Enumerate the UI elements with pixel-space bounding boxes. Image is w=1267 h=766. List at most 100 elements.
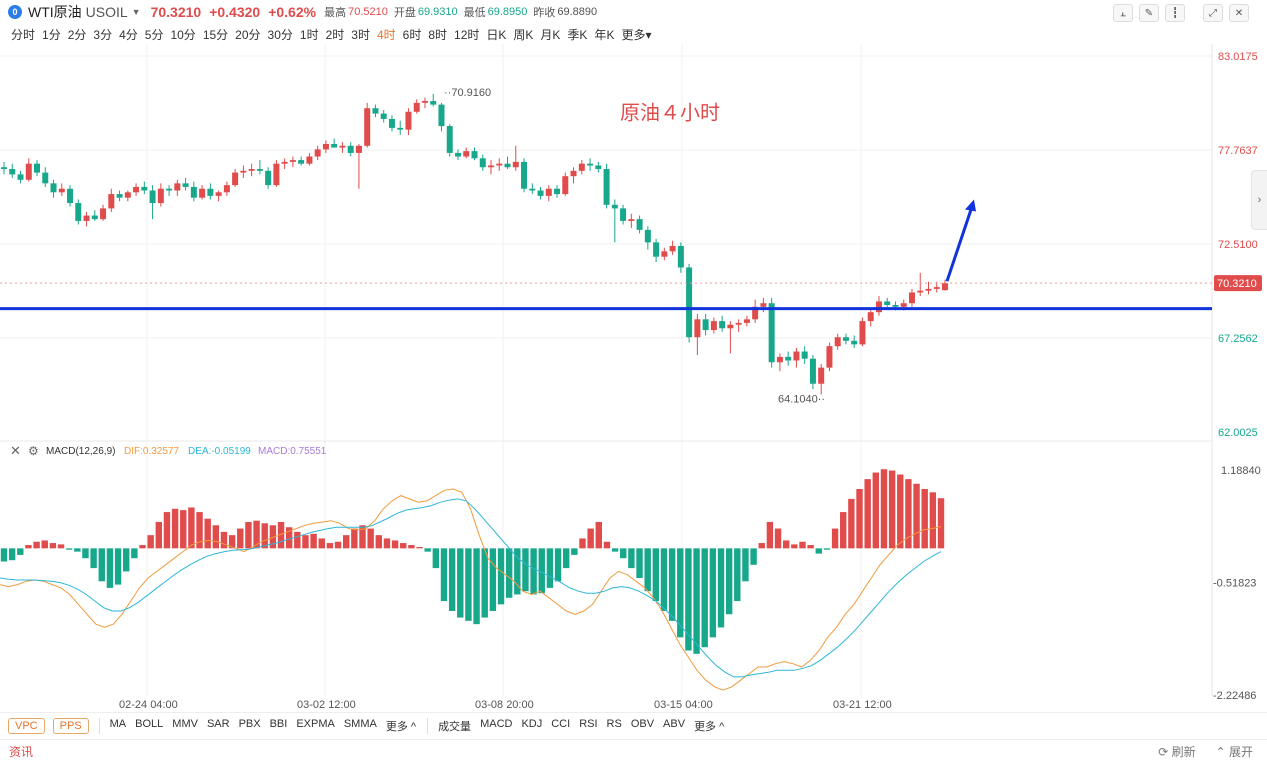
candle-body [306, 156, 313, 164]
main-indicator-item[interactable]: BBI [269, 717, 288, 730]
macd-bar [171, 508, 179, 549]
period-tab[interactable]: 12时 [454, 27, 480, 42]
macd-bar [701, 548, 708, 648]
candle-body [735, 322, 742, 325]
period-tab[interactable]: 6时 [402, 27, 422, 42]
macd-bar [0, 548, 8, 562]
candle-body [331, 143, 338, 148]
macd-bar [611, 548, 619, 552]
sub-indicator-item[interactable]: RS [606, 717, 622, 730]
period-tab[interactable]: 日K [486, 27, 507, 42]
macd-bar [400, 543, 407, 549]
candlestick-chart[interactable]: 83.0175 77.7637 72.5100 67.2562 62.0025 70.32… [0, 44, 1267, 712]
macd-bar [139, 545, 146, 549]
candle-body [116, 194, 123, 198]
macd-bar [237, 528, 244, 549]
candle-body [785, 356, 792, 361]
sub-indicator-item[interactable]: 更多 ^ [694, 720, 725, 733]
candle-body [570, 170, 577, 177]
period-tab[interactable]: 3时 [351, 27, 370, 42]
symbol-dropdown-icon[interactable]: ▼ [131, 7, 141, 17]
macd-bar [261, 523, 268, 549]
main-indicator-item[interactable]: 更多 ^ [385, 720, 417, 733]
main-indicator-item[interactable]: MA [109, 717, 127, 730]
period-tab[interactable]: 30分 [267, 27, 293, 42]
sub-indicator-item[interactable]: OBV [630, 717, 655, 730]
macd-bar [587, 528, 594, 549]
news-bar: 资讯 ⟳ 刷新 ⌃ 展开 [0, 739, 1267, 763]
trend-arrow-head-icon [965, 199, 976, 212]
candle-body [917, 290, 924, 293]
macd-bar [269, 525, 277, 549]
period-tab[interactable]: 20分 [235, 27, 261, 42]
fullscreen-icon[interactable]: ⤢ [1203, 4, 1223, 22]
close-icon[interactable]: ✕ [1229, 4, 1249, 22]
divider [98, 717, 100, 734]
main-indicator-item[interactable]: EXPMA [296, 717, 335, 730]
candle-body [809, 358, 816, 384]
candle-body [380, 113, 387, 119]
candle-body [273, 163, 280, 186]
period-tab[interactable]: 5分 [144, 27, 164, 42]
macd-bar [758, 543, 765, 549]
period-tab[interactable]: 更多▾ [621, 27, 652, 42]
period-tab[interactable]: 1分 [42, 27, 61, 42]
expand-button[interactable]: ⌃ 展开 [1215, 745, 1253, 759]
high-marker: ··70.9160 [444, 87, 491, 99]
period-tab[interactable]: 1时 [299, 27, 319, 42]
main-indicator-item[interactable]: BOLL [135, 717, 164, 730]
macd-bar [147, 535, 154, 549]
macd-bar [440, 548, 448, 602]
last-price: 70.3210 [150, 4, 202, 20]
candle-body [364, 108, 371, 146]
period-tab[interactable]: 4时 [376, 27, 396, 42]
indicator-pill-vpc[interactable]: VPC [8, 717, 45, 734]
macd-bar [880, 469, 888, 549]
symbol-name[interactable]: WTI原油 [28, 4, 82, 20]
symbol-code[interactable]: USOIL [85, 4, 128, 20]
sub-indicator-item[interactable]: KDJ [521, 717, 543, 730]
time-axis-label: 02-24 04:00 [119, 699, 178, 711]
main-indicator-item[interactable]: SAR [206, 717, 230, 730]
sub-indicator-item[interactable]: ABV [663, 717, 686, 730]
macd-bar [620, 548, 627, 559]
news-tab[interactable]: 资讯 [9, 745, 34, 759]
candle-body [240, 170, 247, 173]
main-indicator-item[interactable]: SMMA [343, 717, 377, 730]
candle-body [768, 303, 775, 363]
macd-bar [709, 548, 717, 638]
candle-body [908, 292, 915, 304]
candle-body [702, 319, 709, 331]
period-tab[interactable]: 4分 [119, 27, 138, 42]
indicator-pill-pps[interactable]: PPS [52, 717, 89, 734]
sub-indicator-item[interactable]: MACD [480, 717, 513, 730]
candle-style-icon[interactable]: ┇ [1165, 4, 1185, 22]
side-panel-toggle-icon[interactable]: › [1251, 170, 1267, 230]
macd-bar [351, 528, 358, 549]
sub-indicator-item[interactable]: 成交量 [438, 720, 472, 733]
period-tab[interactable]: 分时 [11, 27, 36, 42]
macd-bar [660, 548, 668, 611]
macd-bar [343, 535, 350, 549]
period-tab[interactable]: 2分 [67, 27, 87, 42]
main-indicator-item[interactable]: MMV [172, 717, 198, 730]
sub-indicator-item[interactable]: CCI [551, 717, 571, 730]
period-tab[interactable]: 季K [567, 27, 588, 42]
macd-dea-line [0, 498, 942, 678]
period-tab[interactable]: 周K [513, 27, 534, 42]
candle-body [1, 167, 7, 170]
sub-indicator-item[interactable]: RSI [579, 717, 598, 730]
period-tab[interactable]: 8时 [428, 27, 448, 42]
line-tool-icon[interactable]: ⫠ [1113, 4, 1133, 22]
period-tab[interactable]: 2时 [325, 27, 345, 42]
refresh-button[interactable]: ⟳ 刷新 [1158, 745, 1196, 759]
candle-body [834, 337, 841, 347]
period-tab[interactable]: 15分 [202, 27, 229, 42]
macd-axis-label: -0.51823 [1213, 578, 1256, 590]
period-tab[interactable]: 10分 [170, 27, 196, 42]
period-tab[interactable]: 月K [540, 27, 561, 42]
period-tab[interactable]: 3分 [93, 27, 113, 42]
main-indicator-item[interactable]: PBX [238, 717, 261, 730]
draw-tool-icon[interactable]: ✎ [1139, 4, 1159, 22]
period-tab[interactable]: 年K [594, 27, 615, 42]
